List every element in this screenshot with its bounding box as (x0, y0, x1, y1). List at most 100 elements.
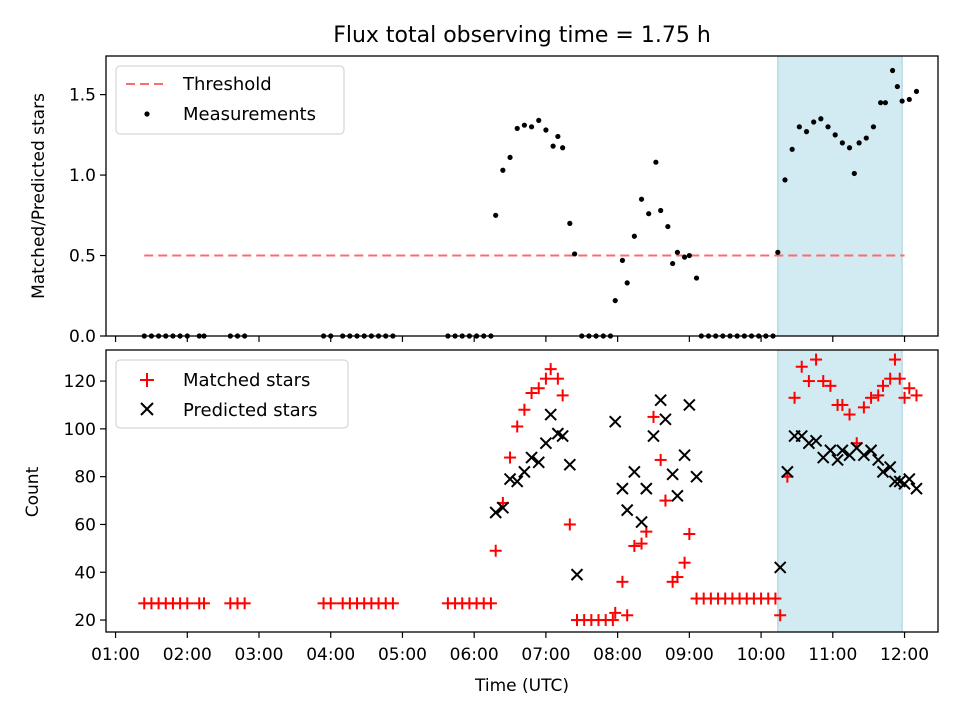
bottom-panel: 20 40 60 80 100 120 01:00 02:00 03:00 04:00 05:00… (23, 349, 939, 696)
measurement-point (646, 211, 652, 217)
predicted-star-point (654, 393, 667, 407)
measurement-point (796, 124, 802, 130)
measurement-point (528, 124, 535, 130)
measurement-point (782, 177, 788, 183)
measurement-point (856, 140, 862, 146)
y-tick-label: 20 (74, 611, 96, 631)
matched-star-point (795, 360, 808, 373)
bottom-legend-box (115, 359, 349, 429)
y-tick-label: 1.0 (69, 166, 96, 186)
predicted-star-point (872, 453, 885, 467)
matched-star-point (898, 391, 911, 404)
predicted-star-point (781, 465, 794, 479)
matched-star-point (198, 597, 211, 610)
matched-star-point (525, 387, 538, 400)
matched-star-point (635, 537, 648, 550)
matched-stars-points (138, 353, 923, 627)
measurement-point (818, 116, 824, 122)
x-axis-label: Time (UTC) (474, 676, 569, 696)
x-tick-label: 10:00 (737, 645, 786, 665)
measurement-point (619, 257, 626, 263)
predicted-star-point (659, 413, 672, 426)
predicted-star-point (773, 561, 787, 574)
matched-star-point (539, 372, 552, 385)
matched-star-point (910, 389, 923, 402)
measurement-point (870, 124, 877, 130)
chart-title: Flux total observing time = 1.75 h (333, 23, 711, 48)
predicted-star-point (910, 482, 923, 495)
matched-star-point (865, 391, 878, 404)
y-tick-label: 60 (74, 515, 96, 535)
predicted-star-point (616, 482, 629, 495)
matched-star-point (551, 372, 564, 385)
matched-star-point (563, 518, 576, 531)
measurement-points (141, 67, 920, 339)
legend-measurements-swatch (144, 111, 150, 117)
matched-star-point (606, 614, 619, 627)
measurement-point (882, 100, 889, 106)
predicted-star-point (525, 451, 538, 464)
measurement-point (846, 145, 853, 151)
legend-threshold-label: Threshold (182, 74, 272, 95)
top-legend: Threshold Measurements (115, 65, 345, 135)
measurement-point (811, 119, 817, 125)
matched-star-point (810, 353, 823, 366)
matched-star-point (769, 592, 782, 605)
predicted-star-point (518, 465, 531, 479)
measurement-point (686, 252, 692, 259)
predicted-star-point (503, 472, 517, 486)
x-tick-label: 02:00 (163, 645, 212, 665)
matched-star-point (609, 606, 622, 619)
matched-star-point (621, 609, 634, 622)
x-tick-label: 04:00 (306, 645, 355, 665)
matched-star-point (181, 597, 194, 610)
matched-star-point (628, 539, 641, 552)
matched-star-point (556, 389, 569, 402)
measurement-point (560, 145, 566, 151)
matched-star-point (504, 451, 517, 464)
matched-star-point (774, 609, 787, 622)
x-tick-label: 12:00 (880, 645, 929, 665)
predicted-stars-points (489, 393, 923, 581)
measurement-point (500, 167, 506, 173)
matched-star-point (386, 597, 399, 610)
matched-star-point (324, 597, 337, 610)
predicted-star-point (888, 475, 902, 488)
top-x-ticks (114, 336, 906, 342)
measurement-point (674, 249, 681, 255)
legend-measurements-label: Measurements (183, 104, 316, 125)
matched-star-point (872, 389, 885, 402)
bottom-y-axis-label: Count (23, 466, 43, 517)
matched-star-point (678, 556, 691, 569)
legend-predicted-label: Predicted stars (183, 400, 317, 421)
predicted-star-point (628, 465, 641, 479)
top-plot-frame (105, 55, 939, 337)
matched-star-point (888, 353, 901, 366)
matched-star-point (544, 363, 557, 376)
predicted-star-point (671, 489, 684, 502)
predicted-star-point (609, 415, 622, 428)
predicted-star-point (876, 465, 890, 479)
measurement-point (493, 212, 499, 218)
predicted-star-point (640, 482, 653, 495)
measurement-point (839, 140, 845, 146)
matched-star-point (511, 420, 524, 433)
measurement-point (658, 207, 664, 214)
predicted-star-point (647, 429, 660, 443)
x-tick-label: 11:00 (808, 645, 857, 665)
bottom-y-axis: 20 40 60 80 100 120 (64, 372, 106, 631)
matched-star-point (647, 410, 660, 423)
matched-star-point (683, 528, 696, 541)
measurement-point (851, 170, 857, 177)
y-tick-label: 1.5 (69, 86, 96, 106)
measurement-point (507, 154, 513, 160)
x-tick-label: 01:00 (91, 645, 140, 665)
measurement-point (863, 135, 869, 141)
top-legend-box (115, 65, 345, 135)
measurement-point (631, 233, 637, 239)
measurement-point (665, 223, 671, 230)
measurement-point (624, 280, 630, 286)
x-tick-label: 03:00 (235, 645, 284, 665)
predicted-star-point (683, 398, 696, 412)
